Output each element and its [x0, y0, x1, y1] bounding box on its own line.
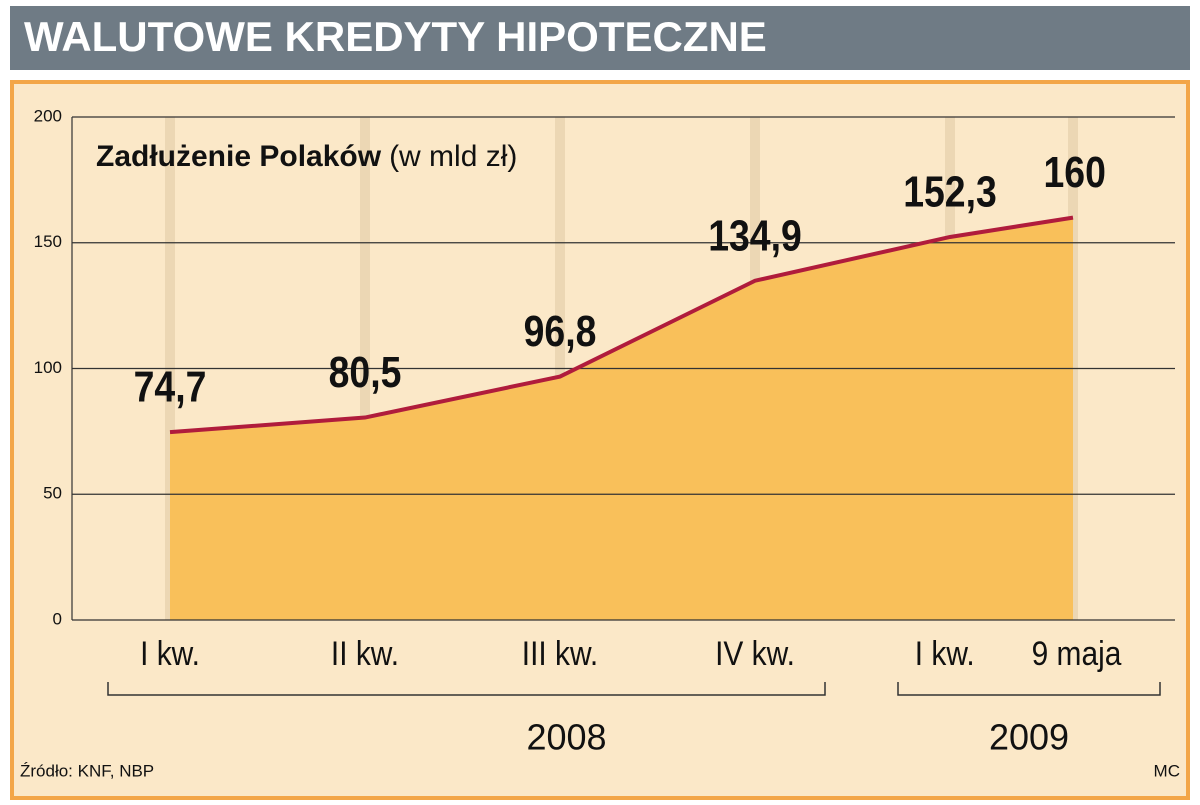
group-label: 2009	[989, 717, 1069, 758]
group-bracket	[897, 682, 1161, 696]
value-label: 80,5	[329, 347, 402, 397]
y-tick-label: 50	[43, 484, 62, 503]
chart-subtitle: Zadłużenie Polaków (w mld zł)	[96, 140, 517, 173]
value-label: 96,8	[524, 306, 597, 356]
subtitle-bold: Zadłużenie Polaków	[96, 140, 382, 173]
x-tick-label: I kw.	[140, 634, 200, 672]
x-tick-label: II kw.	[331, 634, 399, 672]
y-tick-label: 100	[34, 358, 62, 377]
area	[170, 217, 1073, 620]
value-label: 152,3	[903, 167, 997, 217]
y-tick-label: 200	[34, 106, 62, 125]
credit: MC	[1154, 761, 1180, 780]
value-label: 160	[1044, 147, 1106, 197]
x-tick-label: IV kw.	[715, 634, 795, 672]
value-label: 134,9	[708, 210, 802, 260]
group-label: 2008	[526, 717, 606, 758]
y-tick-label: 0	[53, 609, 62, 628]
title-bar	[10, 6, 1190, 70]
y-tick-label: 150	[34, 232, 62, 251]
x-tick-label: III kw.	[522, 634, 598, 672]
plot: 0 50 100 150 200 74,7 I kw. 80,5 II kw. 96,8 III k…	[34, 106, 1175, 758]
line	[169, 215, 1074, 435]
x-tick-label: I kw.	[915, 634, 975, 672]
unit: (w mld zł)	[389, 140, 517, 173]
source: Źródło: KNF, NBP	[20, 761, 154, 780]
x-tick-label: 9 maja	[1032, 634, 1122, 672]
chart-title: WALUTOWE KREDYTY HIPOTECZNE	[24, 13, 767, 60]
group-bracket	[107, 682, 826, 696]
value-label: 74,7	[134, 362, 207, 412]
